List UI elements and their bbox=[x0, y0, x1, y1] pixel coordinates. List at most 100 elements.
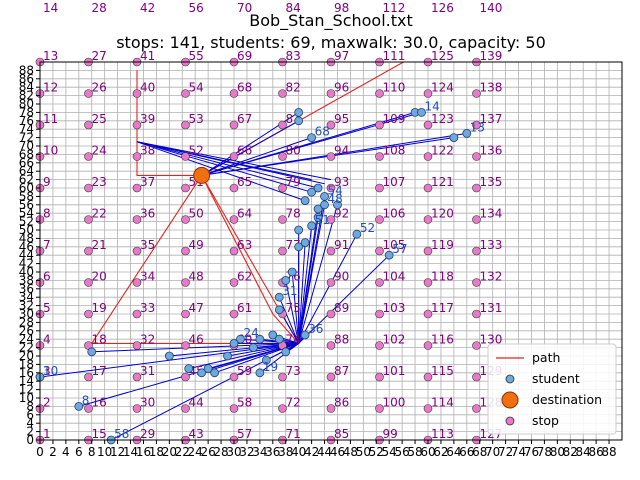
x-tick-label: 70 bbox=[485, 445, 500, 459]
assignment-line bbox=[201, 120, 299, 176]
x-tick-label: 26 bbox=[200, 445, 215, 459]
student-label: 48 bbox=[328, 192, 343, 206]
x-tick-label: 82 bbox=[563, 445, 578, 459]
stop-label: 24 bbox=[92, 144, 107, 158]
assignment-line bbox=[201, 137, 312, 176]
stop-marker bbox=[423, 341, 433, 350]
stop-marker bbox=[472, 152, 481, 161]
stop-marker bbox=[423, 372, 433, 382]
stop-label: 47 bbox=[189, 301, 204, 315]
student-marker bbox=[320, 200, 329, 210]
y-tick-label: 74 bbox=[19, 122, 34, 136]
stop-label: 99 bbox=[383, 427, 398, 441]
stop-marker bbox=[229, 246, 239, 256]
stop-marker bbox=[423, 278, 433, 287]
student-label: 36 bbox=[308, 322, 323, 336]
x-tick-label: 4 bbox=[62, 445, 70, 459]
student-label: 58 bbox=[114, 427, 129, 441]
stop-marker bbox=[423, 89, 433, 98]
stop-label: 10 bbox=[43, 144, 58, 158]
stop-label: 102 bbox=[383, 333, 406, 347]
x-tick-label: 52 bbox=[369, 445, 384, 459]
stop-label: 132 bbox=[480, 270, 503, 284]
stop-label: 75 bbox=[286, 301, 301, 315]
x-tick-label: 30 bbox=[226, 445, 241, 459]
stop-label: 27 bbox=[92, 49, 107, 63]
stop-marker bbox=[181, 341, 190, 350]
stop-label: 113 bbox=[431, 427, 454, 441]
stop-label: 74 bbox=[286, 333, 301, 347]
y-tick-label: 40 bbox=[19, 265, 34, 279]
student-marker bbox=[307, 133, 317, 143]
x-tick-label: 62 bbox=[433, 445, 448, 459]
stop-marker bbox=[278, 215, 287, 224]
stop-marker bbox=[229, 215, 239, 224]
x-tick-label: 6 bbox=[75, 445, 83, 459]
stop-label: 42 bbox=[140, 1, 155, 15]
student-marker bbox=[462, 128, 472, 138]
x-tick-label: 18 bbox=[149, 445, 164, 459]
x-tick-label: 60 bbox=[420, 445, 435, 459]
y-tick-label: 58 bbox=[19, 189, 34, 203]
legend-label: stop bbox=[532, 413, 559, 428]
x-tick-label: 34 bbox=[252, 445, 267, 459]
legend-destination-swatch bbox=[501, 391, 519, 409]
stop-label: 136 bbox=[480, 144, 503, 158]
stop-marker bbox=[326, 372, 336, 382]
stop-marker bbox=[472, 341, 481, 350]
stop-label: 6 bbox=[43, 270, 51, 284]
stop-marker bbox=[472, 309, 481, 319]
stop-marker bbox=[326, 341, 336, 350]
stop-marker bbox=[278, 152, 287, 161]
assignment-line bbox=[259, 343, 299, 374]
stop-label: 1 bbox=[43, 427, 51, 441]
stop-label: 69 bbox=[237, 49, 252, 63]
stop-marker bbox=[326, 278, 336, 287]
stop-marker bbox=[278, 183, 287, 193]
stop-marker bbox=[181, 152, 190, 161]
stop-marker bbox=[423, 183, 433, 193]
stop-marker bbox=[423, 152, 433, 161]
x-tick-label: 22 bbox=[175, 445, 190, 459]
stop-label: 20 bbox=[92, 270, 107, 284]
stop-label: 87 bbox=[334, 364, 349, 378]
stop-label: 35 bbox=[140, 238, 155, 252]
stop-label: 56 bbox=[189, 1, 204, 15]
stop-marker bbox=[278, 89, 287, 98]
stop-label: 85 bbox=[334, 427, 349, 441]
stop-marker bbox=[181, 404, 190, 413]
x-tick-label: 42 bbox=[304, 445, 319, 459]
x-tick-label: 58 bbox=[407, 445, 422, 459]
stop-marker bbox=[375, 246, 384, 256]
legend-marker-swatch bbox=[505, 416, 515, 426]
stop-marker bbox=[229, 89, 239, 98]
x-tick-label: 74 bbox=[511, 445, 526, 459]
stop-label: 91 bbox=[334, 238, 349, 252]
y-tick-label: 10 bbox=[19, 391, 34, 405]
stop-label: 125 bbox=[431, 49, 454, 63]
student-marker bbox=[449, 133, 459, 143]
legend-marker-swatch bbox=[505, 374, 515, 384]
stop-marker bbox=[375, 89, 384, 98]
stop-label: 9 bbox=[43, 175, 51, 189]
stop-label: 12 bbox=[43, 81, 58, 95]
stop-label: 57 bbox=[237, 427, 252, 441]
x-tick-label: 24 bbox=[188, 445, 203, 459]
y-tick-label: 54 bbox=[19, 206, 34, 220]
stop-label: 62 bbox=[237, 270, 252, 284]
y-tick-label: 22 bbox=[19, 341, 34, 355]
stop-label: 48 bbox=[189, 270, 204, 284]
stop-label: 80 bbox=[286, 144, 301, 158]
stop-marker bbox=[181, 278, 190, 287]
stop-marker bbox=[84, 372, 93, 382]
stop-label: 34 bbox=[140, 270, 155, 284]
ticks: 0 2 4 6 8 10121416182022242628303234363840424… bbox=[19, 63, 617, 459]
student-marker bbox=[274, 305, 284, 315]
stop-marker bbox=[326, 246, 336, 256]
legend-item: stop bbox=[505, 413, 559, 428]
stop-label: 78 bbox=[286, 207, 301, 221]
legend-label: student bbox=[532, 371, 580, 386]
stop-label: 103 bbox=[383, 301, 406, 315]
stop-marker bbox=[472, 183, 481, 193]
student-marker bbox=[313, 204, 323, 214]
